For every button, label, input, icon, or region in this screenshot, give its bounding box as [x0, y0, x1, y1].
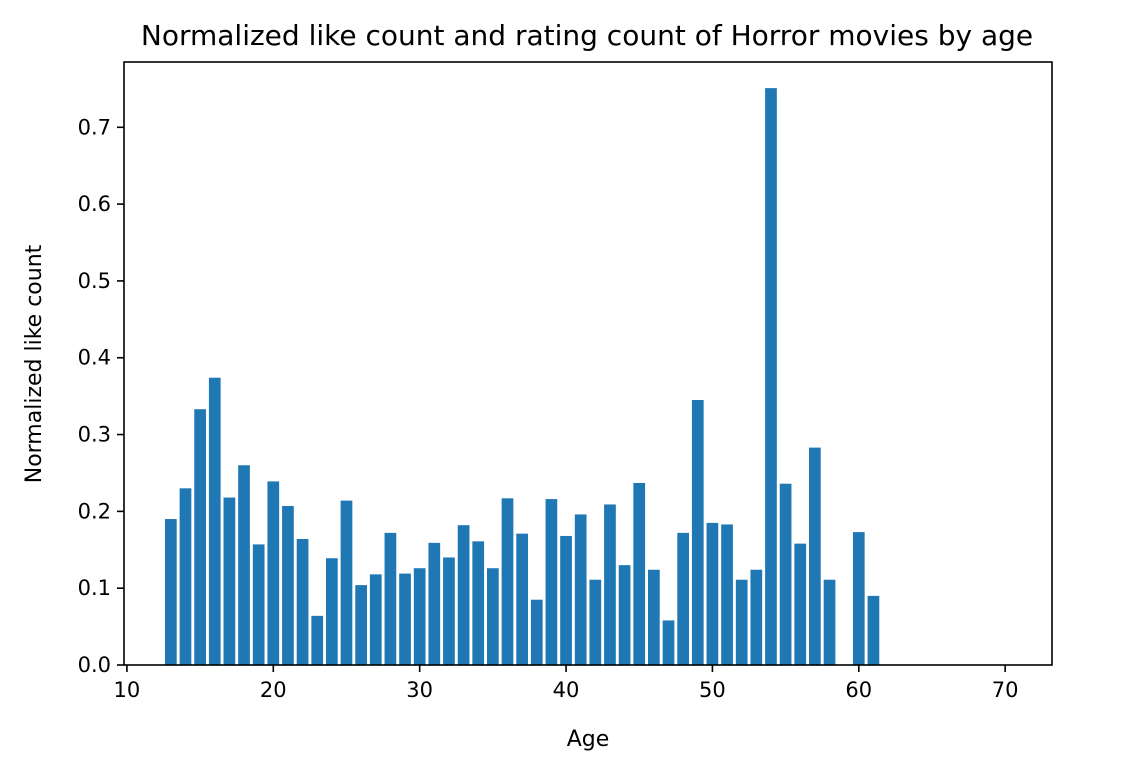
x-axis-label: Age	[567, 727, 610, 752]
bar-age-43	[604, 504, 616, 665]
bar-age-52	[735, 579, 748, 665]
bar-age-51	[721, 524, 733, 665]
bar-age-45	[633, 482, 646, 665]
bar-age-27	[369, 574, 382, 665]
bar-age-13	[164, 519, 177, 665]
bar-age-49	[691, 399, 704, 665]
bar-age-31	[428, 542, 441, 665]
bar-age-14	[179, 488, 192, 665]
bar-age-16	[208, 377, 221, 665]
bar-age-53	[750, 569, 763, 665]
y-tick-label: 0.4	[78, 346, 111, 370]
y-tick-label: 0.1	[78, 576, 111, 600]
bar-age-41	[574, 514, 587, 665]
bar-age-60	[852, 532, 865, 665]
bar-age-19	[252, 544, 265, 665]
bar-age-57	[809, 447, 821, 665]
bar-age-35	[487, 568, 499, 665]
bar-age-17	[223, 497, 236, 665]
bar-age-56	[794, 543, 807, 665]
bar-age-28	[384, 532, 397, 665]
y-tick-label: 0.6	[78, 192, 111, 216]
bar-age-15	[194, 409, 206, 665]
x-tick-label: 40	[553, 678, 580, 702]
bar-age-34	[472, 541, 485, 665]
bar-age-21	[282, 505, 294, 665]
bar-age-50	[706, 522, 719, 665]
y-axis-label: Normalized like count	[22, 244, 47, 483]
bar-age-40	[560, 535, 572, 665]
bar-age-37	[516, 533, 528, 665]
bar-age-33	[457, 525, 470, 665]
bar-age-54	[765, 88, 777, 666]
bar-age-26	[355, 585, 367, 665]
x-tick-label: 60	[845, 678, 872, 702]
y-tick-label: 0.2	[78, 499, 111, 523]
bar-age-44	[618, 565, 631, 665]
x-tick-label: 50	[699, 678, 726, 702]
y-axis: 0.0 0.1 0.2 0.3 0.4 0.5 0.6 0.7	[78, 115, 124, 677]
bar-age-30	[413, 568, 426, 665]
y-tick-label: 0.7	[78, 115, 111, 139]
chart-title: Normalized like count and rating count o…	[141, 19, 1033, 52]
x-tick-label: 70	[992, 678, 1019, 702]
bar-age-55	[779, 483, 792, 665]
bar-age-48	[677, 532, 689, 665]
bar-age-24	[325, 558, 338, 665]
bar-age-47	[662, 620, 675, 665]
bar-age-22	[296, 539, 309, 665]
bar-age-29	[399, 573, 411, 665]
bar-age-61	[867, 595, 880, 665]
bar-age-58	[823, 579, 836, 665]
y-tick-label: 0.3	[78, 423, 111, 447]
bar-age-32	[443, 557, 455, 665]
plot-frame	[123, 61, 1053, 666]
x-axis: 10 20 30 40 50 60 70	[114, 665, 1019, 702]
y-tick-label: 0.0	[78, 653, 111, 677]
y-tick-label: 0.5	[78, 269, 111, 293]
bar-age-42	[589, 579, 602, 665]
bar-age-20	[267, 481, 280, 665]
x-tick-label: 20	[260, 678, 287, 702]
bar-age-18	[238, 465, 250, 665]
x-tick-label: 10	[114, 678, 141, 702]
bar-age-39	[545, 499, 558, 665]
bar-age-25	[340, 500, 353, 665]
x-tick-label: 30	[406, 678, 433, 702]
bar-age-23	[311, 615, 324, 665]
bars-group	[164, 88, 880, 666]
bar-age-36	[501, 498, 514, 665]
bar-age-46	[648, 569, 660, 665]
bar-age-38	[530, 599, 543, 665]
